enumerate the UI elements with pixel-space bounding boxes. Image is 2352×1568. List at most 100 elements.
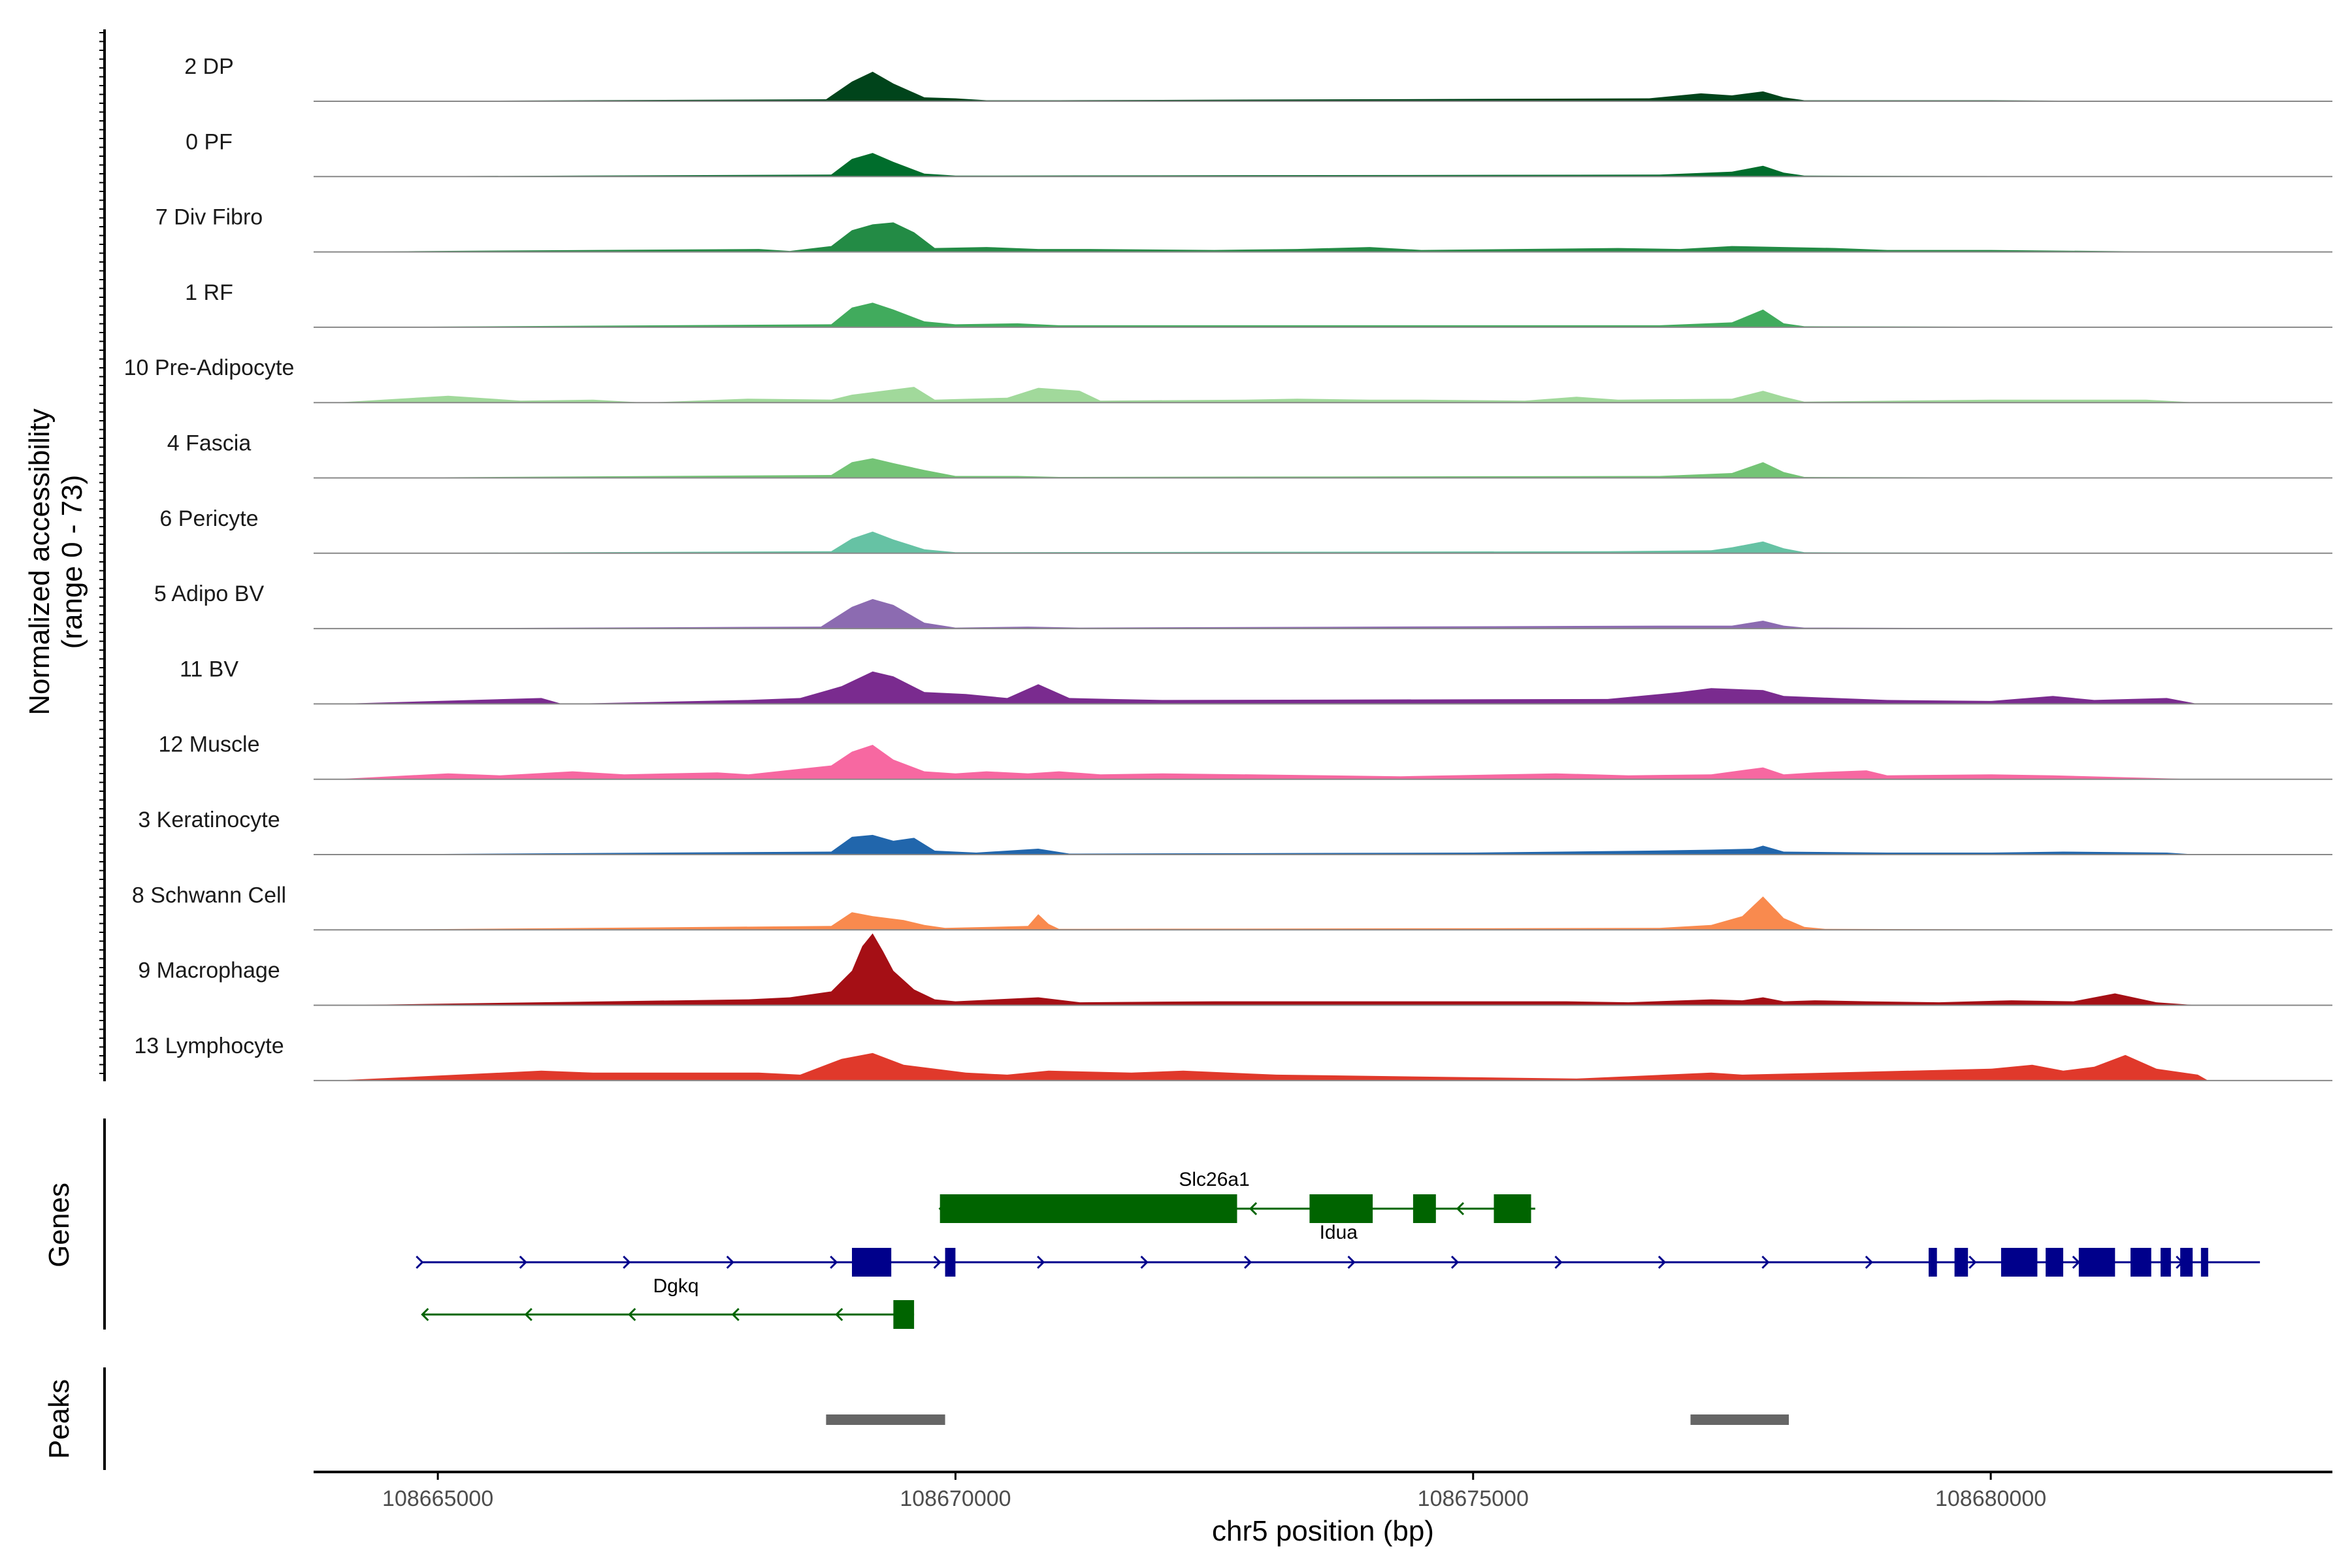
coverage-area bbox=[314, 71, 2332, 101]
x-axis-title: chr5 position (bp) bbox=[1212, 1515, 1434, 1547]
gene-exon bbox=[852, 1248, 892, 1277]
coverage-area bbox=[314, 531, 2332, 553]
track-label: 1 RF bbox=[185, 280, 233, 305]
strand-arrow bbox=[1450, 1255, 1460, 1269]
track-5-adipo-bv: 5 Adipo BV bbox=[154, 581, 2332, 630]
strand-arrow bbox=[1140, 1255, 1149, 1269]
y-axis-ticks bbox=[99, 32, 105, 1074]
track-label: 13 Lymphocyte bbox=[134, 1034, 284, 1058]
gene-exon bbox=[1929, 1248, 1937, 1277]
peak-bar bbox=[826, 1414, 945, 1425]
x-tick-label: 108665000 bbox=[382, 1486, 493, 1511]
strand-arrow bbox=[1658, 1255, 1667, 1269]
strand-arrow bbox=[2072, 1255, 2080, 1269]
gene-slc26a1: Slc26a1 bbox=[938, 1169, 1535, 1223]
strand-arrow bbox=[524, 1307, 532, 1322]
coverage-area bbox=[314, 153, 2332, 177]
coverage-area bbox=[314, 598, 2332, 629]
track-1-rf: 1 RF bbox=[185, 280, 2332, 328]
peak-regions bbox=[826, 1414, 1789, 1425]
gene-exon bbox=[2078, 1248, 2115, 1277]
gene-models: Slc26a1 Idua Dgkq bbox=[416, 1169, 2261, 1329]
gene-exon bbox=[1494, 1194, 1531, 1223]
strand-arrow bbox=[830, 1255, 838, 1269]
coverage-area bbox=[314, 222, 2332, 252]
track-label: 12 Muscle bbox=[159, 732, 260, 757]
gene-exon bbox=[945, 1248, 956, 1277]
coverage-tracks: 2 DP 0 PF 7 Div Fibro 1 RF 10 Pre-Adipocyte 4… bbox=[124, 54, 2332, 1081]
track-label: 3 Keratinocyte bbox=[138, 808, 280, 832]
strand-arrow bbox=[623, 1255, 631, 1269]
gene-exon bbox=[2131, 1248, 2151, 1277]
track-label: 10 Pre-Adipocyte bbox=[124, 355, 295, 380]
coverage-area bbox=[314, 834, 2332, 855]
strand-arrow bbox=[1347, 1255, 1356, 1269]
gene-exon bbox=[2001, 1248, 2038, 1277]
track-9-macrophage: 9 Macrophage bbox=[138, 933, 2332, 1006]
coverage-area bbox=[314, 1053, 2332, 1081]
x-tick-label: 108670000 bbox=[900, 1486, 1011, 1511]
gene-exon bbox=[1954, 1248, 1968, 1277]
gene-exon bbox=[1309, 1194, 1373, 1223]
track-label: 7 Div Fibro bbox=[155, 205, 263, 230]
peak-bar bbox=[1690, 1414, 1789, 1425]
gene-label: Dgkq bbox=[653, 1275, 699, 1297]
strand-arrow bbox=[933, 1255, 941, 1269]
track-label: 4 Fascia bbox=[167, 431, 252, 456]
gene-idua: Idua bbox=[416, 1222, 2261, 1277]
strand-arrow bbox=[726, 1255, 734, 1269]
track-10-pre-adipocyte: 10 Pre-Adipocyte bbox=[124, 355, 2332, 404]
coverage-area bbox=[314, 302, 2332, 327]
x-tick-label: 108680000 bbox=[1935, 1486, 2046, 1511]
genes-panel-title: Genes bbox=[43, 1183, 75, 1267]
gene-dgkq: Dgkq bbox=[421, 1275, 915, 1329]
track-12-muscle: 12 Muscle bbox=[159, 732, 2332, 780]
gene-exon bbox=[2046, 1248, 2063, 1277]
coverage-area bbox=[314, 745, 2332, 779]
track-3-keratinocyte: 3 Keratinocyte bbox=[138, 808, 2332, 855]
coverage-area bbox=[314, 671, 2332, 704]
strand-arrow bbox=[1249, 1201, 1258, 1216]
track-label: 11 BV bbox=[180, 657, 238, 681]
strand-arrow bbox=[1968, 1255, 1977, 1269]
strand-arrow bbox=[1761, 1255, 1770, 1269]
gene-exon bbox=[939, 1194, 1237, 1223]
track-8-schwann-cell: 8 Schwann Cell bbox=[132, 883, 2332, 931]
gene-label: Idua bbox=[1320, 1222, 1358, 1243]
coverage-area bbox=[314, 933, 2332, 1005]
coverage-area bbox=[314, 387, 2332, 403]
strand-arrow bbox=[835, 1307, 843, 1322]
gene-exon bbox=[893, 1300, 915, 1329]
y-axis-range-label: (range 0 - 73) bbox=[56, 475, 88, 649]
strand-arrow bbox=[1037, 1255, 1045, 1269]
track-label: 8 Schwann Cell bbox=[132, 883, 286, 907]
strand-arrow bbox=[628, 1307, 636, 1322]
track-2-dp: 2 DP bbox=[184, 54, 2332, 102]
track-11-bv: 11 BV bbox=[180, 657, 2332, 705]
strand-arrow bbox=[421, 1307, 429, 1322]
track-6-pericyte: 6 Pericyte bbox=[159, 506, 2332, 554]
y-axis-title: Normalized accessibility bbox=[24, 408, 56, 715]
peaks-panel-title: Peaks bbox=[43, 1379, 75, 1459]
coverage-area bbox=[314, 458, 2332, 478]
x-tick-label: 108675000 bbox=[1418, 1486, 1529, 1511]
strand-arrow bbox=[1554, 1255, 1563, 1269]
gene-exon bbox=[2180, 1248, 2193, 1277]
track-label: 9 Macrophage bbox=[138, 958, 280, 983]
track-label: 2 DP bbox=[184, 54, 234, 79]
track-label: 5 Adipo BV bbox=[154, 581, 265, 606]
strand-arrow bbox=[731, 1307, 740, 1322]
strand-arrow bbox=[1865, 1255, 1873, 1269]
gene-exon bbox=[2200, 1248, 2208, 1277]
gene-exon bbox=[2161, 1248, 2171, 1277]
track-13-lymphocyte: 13 Lymphocyte bbox=[134, 1034, 2332, 1081]
strand-arrow bbox=[1456, 1201, 1465, 1216]
x-axis-ticks: 108665000 108670000 108675000 108680000 bbox=[382, 1472, 2046, 1511]
strand-arrow bbox=[519, 1255, 527, 1269]
track-0-pf: 0 PF bbox=[186, 129, 2332, 178]
strand-arrow bbox=[416, 1255, 424, 1269]
track-7-div-fibro: 7 Div Fibro bbox=[155, 205, 2332, 253]
coverage-area bbox=[314, 896, 2332, 930]
gene-label: Slc26a1 bbox=[1179, 1169, 1249, 1190]
